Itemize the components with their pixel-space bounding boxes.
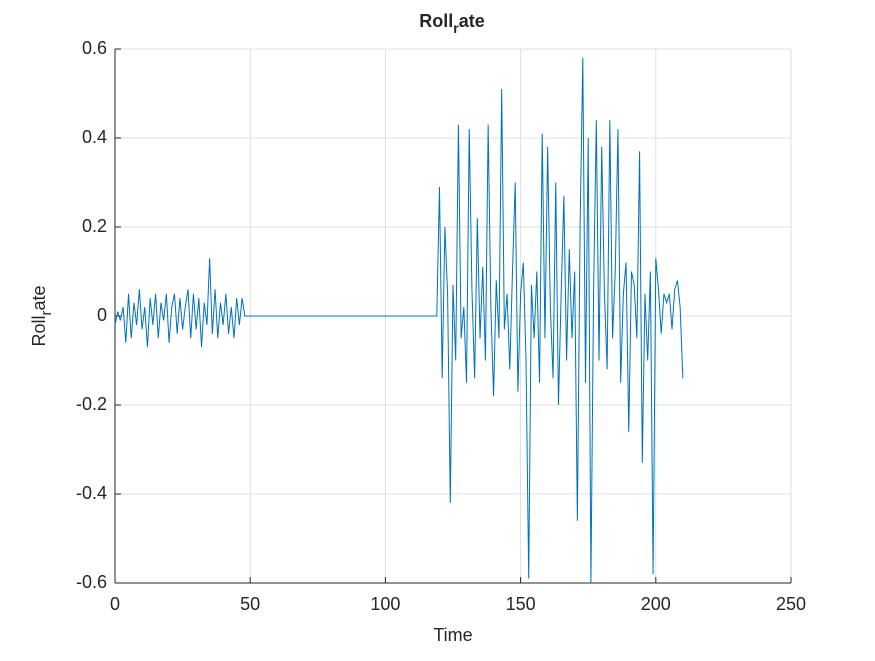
title-part: ate: [459, 11, 485, 31]
y-tick-label: 0.4: [82, 127, 107, 147]
x-tick-label: 150: [506, 594, 536, 614]
ylabel-part: Roll: [29, 316, 49, 347]
x-tick-label: 0: [110, 594, 120, 614]
y-axis-label: Rollrate: [29, 285, 55, 346]
x-tick-label: 50: [240, 594, 260, 614]
x-tick-label: 250: [776, 594, 806, 614]
y-tick-label: 0: [97, 305, 107, 325]
y-tick-label: -0.6: [76, 572, 107, 592]
x-tick-label: 100: [370, 594, 400, 614]
ylabel-part: ate: [29, 285, 49, 310]
title-part: Roll: [419, 11, 453, 31]
y-tick-label: -0.2: [76, 394, 107, 414]
x-axis-label: Time: [433, 625, 472, 645]
data-line: [114, 57, 684, 584]
chart-title: Rollrate: [419, 11, 484, 36]
y-tick-label: 0.2: [82, 216, 107, 236]
y-tick-label: -0.4: [76, 483, 107, 503]
title-subscript: r: [453, 20, 459, 36]
ylabel-subscript: r: [38, 311, 55, 316]
x-tick-label: 200: [641, 594, 671, 614]
y-tick-label: 0.6: [82, 38, 107, 58]
